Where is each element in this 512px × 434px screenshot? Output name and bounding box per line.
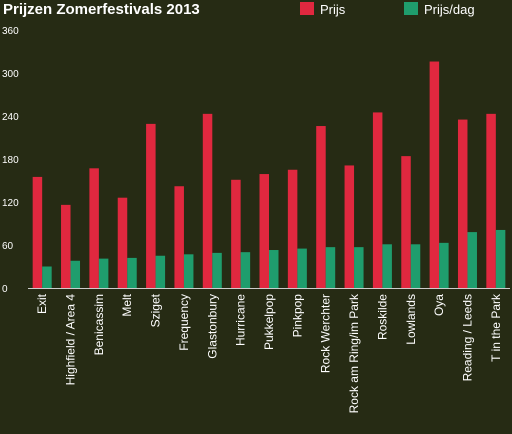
bar-prijs-per-dag bbox=[42, 266, 52, 288]
bar-prijs-per-dag bbox=[155, 255, 166, 288]
bar-prijs bbox=[457, 119, 468, 288]
y-tick-label: 0 bbox=[2, 284, 8, 295]
bar-prijs bbox=[117, 197, 128, 288]
bar-prijs-per-dag bbox=[183, 254, 194, 288]
bar-prijs bbox=[259, 174, 269, 288]
bar-prijs bbox=[61, 204, 71, 288]
bar-prijs bbox=[174, 186, 184, 288]
x-category-label: Pinkpop bbox=[290, 294, 304, 338]
x-category-label: Melt bbox=[120, 293, 134, 316]
x-category-label: Oya bbox=[432, 294, 446, 316]
x-category-label: Lowlands bbox=[404, 294, 418, 345]
x-category-label: Benicassim bbox=[92, 294, 106, 355]
bar-prijs-per-dag bbox=[439, 242, 449, 288]
x-category-label: Hurricane bbox=[234, 294, 248, 346]
legend-swatch-prijs bbox=[300, 2, 314, 15]
x-category-label: Reading / Leeds bbox=[460, 294, 474, 381]
x-category-label: Roskilde bbox=[375, 294, 389, 340]
y-tick-label: 60 bbox=[2, 241, 14, 252]
bar-prijs bbox=[202, 113, 213, 288]
bar-prijs bbox=[89, 168, 99, 288]
bar-prijs bbox=[429, 61, 440, 289]
bar-prijs-per-dag bbox=[495, 229, 506, 288]
bar-prijs-per-dag bbox=[410, 244, 421, 288]
x-axis-labels: Exit Highfield / Area 4 Benicassim Melt Szig… bbox=[35, 293, 503, 413]
y-axis: 0 60 120 180 240 300 360 bbox=[2, 26, 19, 295]
x-category-label: Rock am Ring/im Park bbox=[347, 293, 361, 413]
y-tick-label: 240 bbox=[2, 112, 19, 123]
x-category-label: Frequency bbox=[177, 294, 191, 351]
x-category-label: Glastonbury bbox=[205, 294, 219, 359]
bar-prijs-per-dag bbox=[325, 247, 336, 288]
y-tick-label: 360 bbox=[2, 26, 19, 37]
x-category-label: Sziget bbox=[149, 293, 163, 327]
bar-prijs-per-dag bbox=[269, 250, 279, 288]
bar-prijs bbox=[372, 112, 383, 289]
bar-prijs-per-dag bbox=[467, 232, 477, 288]
bar-prijs-per-dag bbox=[127, 257, 137, 288]
x-category-label: Exit bbox=[35, 293, 49, 314]
y-tick-label: 300 bbox=[2, 69, 19, 80]
bar-prijs-per-dag bbox=[240, 252, 251, 288]
bar-prijs bbox=[486, 113, 496, 288]
bar-prijs-per-dag bbox=[70, 260, 81, 288]
bar-prijs-per-dag bbox=[98, 258, 109, 288]
x-category-label: Highfield / Area 4 bbox=[64, 294, 78, 386]
bar-prijs bbox=[287, 169, 298, 288]
x-category-label: Rock Werchter bbox=[319, 294, 333, 373]
x-category-label: T in the Park bbox=[489, 293, 503, 362]
legend-label-prijs: Prijs bbox=[320, 2, 346, 17]
bar-prijs bbox=[316, 126, 326, 289]
bar-prijs-per-dag bbox=[212, 252, 222, 288]
bar-prijs bbox=[231, 179, 241, 288]
chart-title: Prijzen Zomerfestivals 2013 bbox=[3, 1, 200, 18]
bar-prijs bbox=[146, 123, 156, 288]
y-tick-label: 180 bbox=[2, 155, 19, 166]
legend-swatch-prijs-per-dag bbox=[404, 2, 418, 15]
bar-prijs bbox=[344, 165, 355, 288]
x-category-label: Pukkelpop bbox=[262, 294, 276, 350]
y-tick-label: 120 bbox=[2, 198, 19, 209]
legend: Prijs Prijs/dag bbox=[300, 2, 475, 17]
bar-prijs-per-dag bbox=[297, 248, 307, 288]
bar-prijs bbox=[401, 156, 411, 288]
legend-label-prijs-per-dag: Prijs/dag bbox=[424, 2, 475, 17]
bar-prijs bbox=[32, 176, 43, 288]
bar-prijs-per-dag bbox=[382, 244, 392, 288]
bars bbox=[32, 61, 506, 289]
bar-prijs-per-dag bbox=[354, 247, 364, 288]
